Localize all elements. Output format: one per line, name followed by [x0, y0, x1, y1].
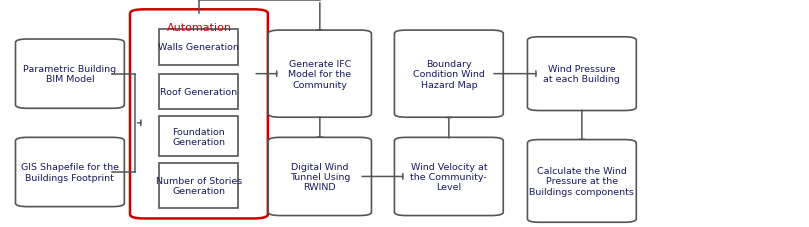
- FancyBboxPatch shape: [159, 74, 239, 110]
- FancyBboxPatch shape: [269, 31, 371, 118]
- FancyBboxPatch shape: [395, 31, 503, 118]
- Text: Automation: Automation: [167, 23, 231, 33]
- Text: GIS Shapefile for the
Buildings Footprint: GIS Shapefile for the Buildings Footprin…: [21, 163, 119, 182]
- Text: Number of Stories
Generation: Number of Stories Generation: [156, 176, 242, 195]
- Text: Generate IFC
Model for the
Community: Generate IFC Model for the Community: [288, 59, 351, 89]
- Text: Wind Velocity at
the Community-
Level: Wind Velocity at the Community- Level: [410, 162, 487, 192]
- FancyBboxPatch shape: [527, 140, 637, 222]
- FancyBboxPatch shape: [130, 10, 268, 219]
- Text: Calculate the Wind
Pressure at the
Buildings components: Calculate the Wind Pressure at the Build…: [529, 166, 634, 196]
- Text: Wind Pressure
at each Building: Wind Pressure at each Building: [544, 65, 621, 84]
- Text: Boundary
Condition Wind
Hazard Map: Boundary Condition Wind Hazard Map: [413, 59, 485, 89]
- FancyBboxPatch shape: [395, 138, 503, 216]
- Text: Parametric Building
BIM Model: Parametric Building BIM Model: [23, 65, 116, 84]
- FancyBboxPatch shape: [159, 117, 239, 157]
- FancyBboxPatch shape: [269, 138, 371, 216]
- Text: Roof Generation: Roof Generation: [160, 88, 238, 97]
- FancyBboxPatch shape: [15, 138, 125, 207]
- FancyBboxPatch shape: [159, 30, 239, 65]
- FancyBboxPatch shape: [527, 38, 637, 111]
- FancyBboxPatch shape: [159, 163, 239, 208]
- Text: Digital Wind
Tunnel Using
RWIND: Digital Wind Tunnel Using RWIND: [290, 162, 350, 192]
- FancyBboxPatch shape: [15, 40, 125, 109]
- Text: Foundation
Generation: Foundation Generation: [172, 127, 226, 146]
- Text: Walls Generation: Walls Generation: [159, 43, 239, 52]
